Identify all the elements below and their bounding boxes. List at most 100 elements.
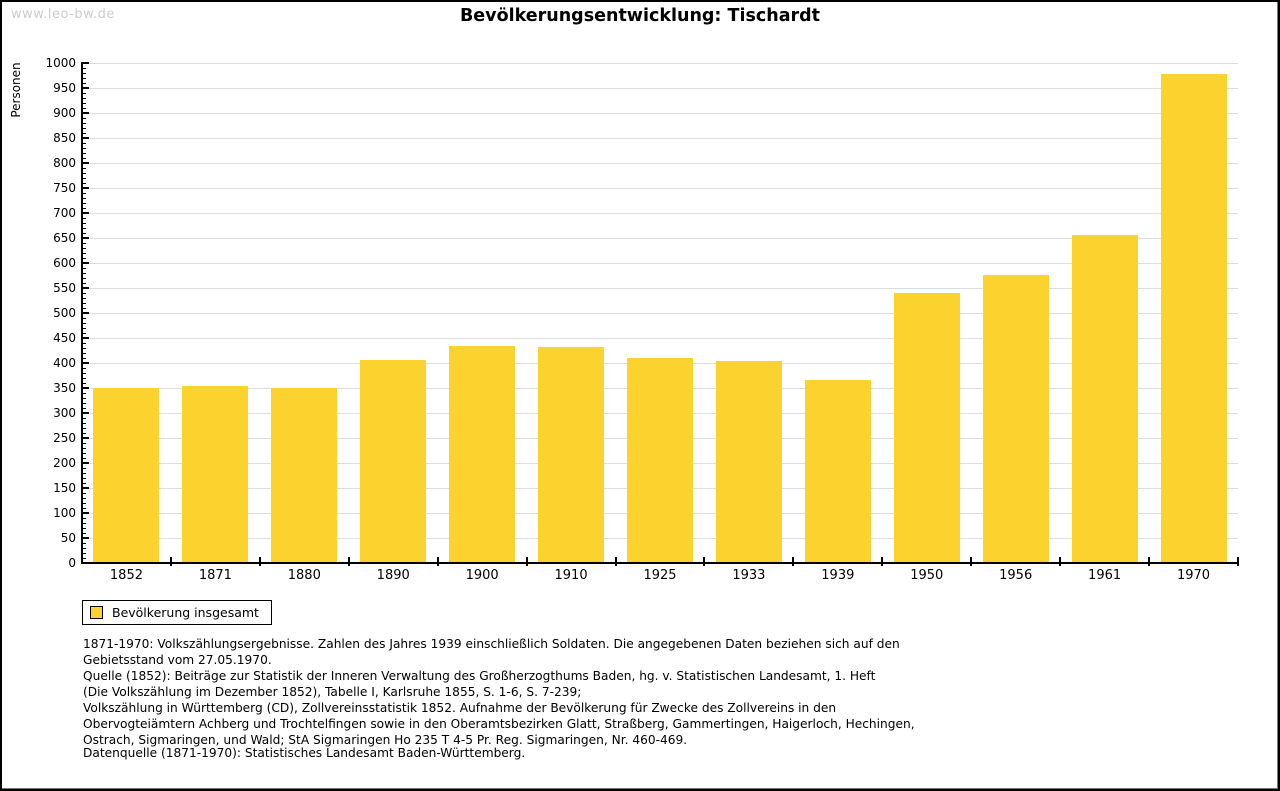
y-minor-tick: [82, 92, 86, 94]
y-tick-label: 250: [53, 431, 76, 445]
y-tick-label: 400: [53, 356, 76, 370]
bar-1871: [182, 386, 249, 563]
y-minor-tick: [82, 507, 86, 509]
y-minor-tick: [82, 322, 86, 324]
y-minor-tick: [82, 317, 86, 319]
y-tick-label: 300: [53, 406, 76, 420]
bar-1890: [360, 360, 427, 563]
x-tick-label: 1956: [999, 568, 1033, 583]
bar-1956: [982, 274, 1049, 563]
x-tick-label: 1950: [910, 568, 944, 583]
y-minor-tick: [82, 122, 86, 124]
y-major-tick: [82, 512, 89, 514]
y-minor-tick: [82, 272, 86, 274]
y-tick-label: 600: [53, 256, 76, 270]
y-minor-tick: [82, 542, 86, 544]
y-minor-tick: [82, 242, 86, 244]
y-minor-tick: [82, 257, 86, 259]
y-minor-tick: [82, 447, 86, 449]
chart-title: Bevölkerungsentwicklung: Tischardt: [459, 6, 821, 26]
y-tick-label: 1000: [45, 56, 76, 70]
y-minor-tick: [82, 477, 86, 479]
y-minor-tick: [82, 377, 86, 379]
y-minor-tick: [82, 417, 86, 419]
y-minor-tick: [82, 102, 86, 104]
x-tick-label: 1961: [1088, 568, 1122, 583]
x-boundary-tick: [703, 556, 706, 566]
x-boundary-tick: [258, 556, 261, 566]
bar-1950: [893, 293, 960, 563]
y-minor-tick: [82, 192, 86, 194]
y-minor-tick: [82, 77, 86, 79]
x-boundary-tick: [792, 556, 795, 566]
gridline: [82, 88, 1238, 89]
y-minor-tick: [82, 167, 86, 169]
y-minor-tick: [82, 347, 86, 349]
bar-1910: [538, 347, 605, 563]
y-minor-tick: [82, 432, 86, 434]
bar-1852: [93, 387, 160, 563]
gridline: [82, 338, 1238, 339]
legend-swatch-icon: [90, 606, 103, 619]
y-minor-tick: [82, 552, 86, 554]
y-tick-label: 850: [53, 131, 76, 145]
y-minor-tick: [82, 367, 86, 369]
y-minor-tick: [82, 502, 86, 504]
y-major-tick: [82, 262, 89, 264]
y-minor-tick: [82, 217, 86, 219]
y-minor-tick: [82, 467, 86, 469]
y-minor-tick: [82, 427, 86, 429]
footnote-line: Obervogteiämtern Achberg und Trochtelfin…: [83, 717, 915, 731]
y-minor-tick: [82, 267, 86, 269]
y-minor-tick: [82, 207, 86, 209]
y-minor-tick: [82, 97, 86, 99]
bar-1900: [449, 346, 516, 563]
y-major-tick: [82, 212, 89, 214]
x-boundary-tick: [970, 556, 973, 566]
y-minor-tick: [82, 282, 86, 284]
x-boundary-tick: [1237, 556, 1239, 566]
y-minor-tick: [82, 357, 86, 359]
legend: Bevölkerung insgesamt: [82, 600, 272, 625]
footnote-line: 1871-1970: Volkszählungsergebnisse. Zahl…: [83, 637, 900, 651]
x-tick-label: 1900: [465, 568, 499, 583]
y-major-tick: [82, 437, 89, 439]
y-major-tick: [82, 487, 89, 489]
y-minor-tick: [82, 297, 86, 299]
bar-1880: [271, 388, 338, 563]
x-boundary-tick: [436, 556, 439, 566]
gridline: [82, 313, 1238, 314]
y-minor-tick: [82, 492, 86, 494]
y-minor-tick: [82, 182, 86, 184]
y-minor-tick: [82, 152, 86, 154]
y-minor-tick: [82, 142, 86, 144]
y-tick-label: 800: [53, 156, 76, 170]
y-tick-label: 150: [53, 481, 76, 495]
y-minor-tick: [82, 557, 86, 559]
gridline: [82, 188, 1238, 189]
bar-1961: [1071, 234, 1138, 563]
y-minor-tick: [82, 397, 86, 399]
y-tick-label: 200: [53, 456, 76, 470]
y-tick-label: 550: [53, 281, 76, 295]
x-tick-label: 1890: [376, 568, 410, 583]
y-minor-tick: [82, 197, 86, 199]
y-tick-label: 950: [53, 81, 76, 95]
y-minor-tick: [82, 107, 86, 109]
x-tick-label: 1925: [643, 568, 677, 583]
footnote-line: Ostrach, Sigmaringen, und Wald; StA Sigm…: [83, 733, 688, 747]
y-major-tick: [82, 237, 89, 239]
y-minor-tick: [82, 332, 86, 334]
y-minor-tick: [82, 132, 86, 134]
y-major-tick: [82, 412, 89, 414]
y-minor-tick: [82, 247, 86, 249]
y-axis-line: [80, 62, 83, 564]
y-minor-tick: [82, 327, 86, 329]
y-tick-label: 100: [53, 506, 76, 520]
legend-label: Bevölkerung insgesamt: [112, 605, 259, 620]
y-major-tick: [82, 387, 89, 389]
y-minor-tick: [82, 202, 86, 204]
datasource-line: Datenquelle (1871-1970): Statistisches L…: [83, 746, 526, 760]
gridline: [82, 213, 1238, 214]
